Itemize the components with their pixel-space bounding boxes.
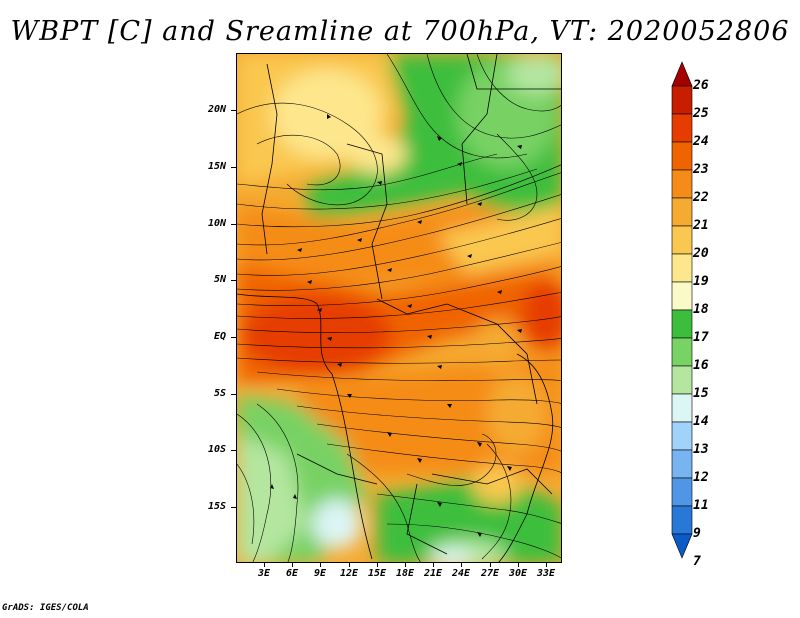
- lon-label: 21E: [423, 568, 443, 579]
- lon-tick: [490, 563, 491, 567]
- colorbar-segment: [671, 85, 693, 115]
- colorbar-label: 12: [693, 470, 709, 485]
- colorbar-label: 13: [693, 442, 709, 457]
- colorbar-label: 9: [693, 526, 701, 541]
- lat-tick: [231, 224, 236, 225]
- colorbar-segment: [671, 281, 693, 311]
- colorbar-segment: [671, 309, 693, 339]
- colorbar-segment: [671, 449, 693, 479]
- lon-label: 9E: [313, 568, 327, 579]
- lon-tick: [461, 563, 462, 567]
- lon-tick: [433, 563, 434, 567]
- colorbar-label: 26: [693, 78, 709, 93]
- lon-tick: [292, 563, 293, 567]
- map-panel: [236, 53, 562, 563]
- shading-region: [432, 549, 472, 562]
- shading-region: [507, 54, 561, 94]
- colorbar-segment: [671, 169, 693, 199]
- colorbar-label: 17: [693, 330, 709, 345]
- colorbar-label: 16: [693, 358, 709, 373]
- lat-tick: [231, 337, 236, 338]
- lon-label: 24E: [451, 568, 471, 579]
- lon-label: 27E: [480, 568, 500, 579]
- colorbar-label: 22: [693, 190, 709, 205]
- lat-tick: [231, 507, 236, 508]
- lat-label: 10N: [207, 218, 226, 229]
- lat-tick: [231, 450, 236, 451]
- coastlines: [237, 54, 561, 562]
- lon-label: 3E: [257, 568, 271, 579]
- shading-region: [437, 204, 561, 274]
- shading-region: [472, 464, 522, 504]
- colorbar-label: 11: [693, 498, 709, 513]
- shading-region: [347, 134, 407, 174]
- colorbar-segment: [671, 365, 693, 395]
- lon-label: 33E: [536, 568, 556, 579]
- lat-tick: [231, 167, 236, 168]
- shading-region: [237, 434, 307, 562]
- wbpt-streamline-map: [237, 54, 561, 562]
- colorbar: [671, 61, 693, 559]
- colorbar-segment: [671, 533, 693, 559]
- lon-tick: [546, 563, 547, 567]
- colorbar-label: 15: [693, 386, 709, 401]
- lat-tick: [231, 394, 236, 395]
- colorbar-label: 24: [693, 134, 709, 149]
- shading-region: [487, 374, 547, 454]
- lat-tick: [231, 280, 236, 281]
- lon-tick: [349, 563, 350, 567]
- colorbar-label: 23: [693, 162, 709, 177]
- colorbar-label: 19: [693, 274, 709, 289]
- lat-label: 20N: [207, 104, 226, 115]
- colorbar-segment: [671, 113, 693, 143]
- lat-label: 10S: [207, 444, 226, 455]
- shading-region: [242, 294, 392, 374]
- lon-label: 18E: [395, 568, 415, 579]
- colorbar-label: 7: [693, 554, 701, 569]
- lat-label: EQ: [213, 331, 226, 342]
- lon-tick: [264, 563, 265, 567]
- shading-region: [472, 319, 522, 369]
- lon-label: 6E: [285, 568, 299, 579]
- colorbar-segment: [671, 61, 693, 87]
- colorbar-segment: [671, 197, 693, 227]
- grads-credit: GrADS: IGES/COLA: [2, 603, 89, 613]
- lat-label: 15N: [207, 161, 226, 172]
- lon-label: 15E: [367, 568, 387, 579]
- lon-label: 30E: [508, 568, 528, 579]
- lon-label: 12E: [339, 568, 359, 579]
- colorbar-segment: [671, 505, 693, 535]
- shading-region: [297, 354, 561, 474]
- shading-region: [312, 499, 362, 549]
- streamline-arrows: [270, 114, 522, 537]
- colorbar-label: 21: [693, 218, 709, 233]
- lon-tick: [518, 563, 519, 567]
- lat-label: 15S: [207, 501, 226, 512]
- colorbar-label: 18: [693, 302, 709, 317]
- colorbar-label: 25: [693, 106, 709, 121]
- shading-region: [522, 279, 561, 349]
- colorbar-label: 14: [693, 414, 709, 429]
- colorbar-label: 20: [693, 246, 709, 261]
- lon-tick: [320, 563, 321, 567]
- colorbar-segment: [671, 337, 693, 367]
- colorbar-segment: [671, 225, 693, 255]
- lat-tick: [231, 110, 236, 111]
- colorbar-segment: [671, 421, 693, 451]
- colorbar-segment: [671, 477, 693, 507]
- lon-tick: [405, 563, 406, 567]
- colorbar-segment: [671, 393, 693, 423]
- colorbar-segment: [671, 253, 693, 283]
- colorbar-segment: [671, 141, 693, 171]
- lat-label: 5N: [213, 274, 226, 285]
- lat-label: 5S: [213, 388, 226, 399]
- chart-title: WBPT [C] and Sreamline at 700hPa, VT: 20…: [10, 16, 790, 47]
- lon-tick: [377, 563, 378, 567]
